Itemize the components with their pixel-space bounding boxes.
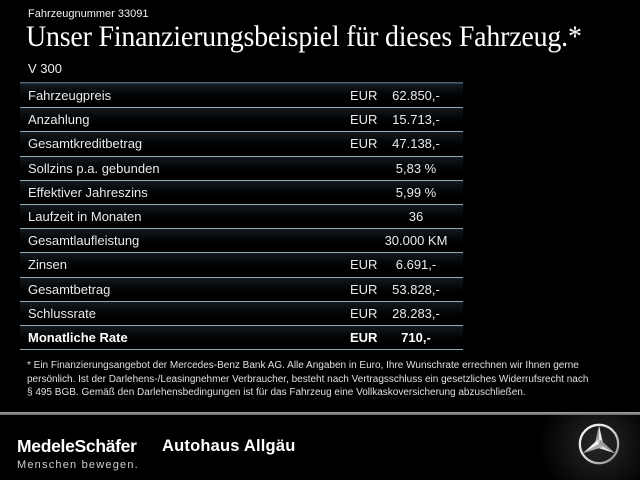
row-currency: EUR bbox=[350, 281, 378, 297]
mercedes-star-icon bbox=[578, 423, 620, 465]
row-value: 53.828,- bbox=[392, 281, 440, 297]
table-row: Anzahlung EUR 15.713,- bbox=[20, 108, 463, 133]
row-label: Schlussrate bbox=[28, 305, 96, 321]
dealer-slogan: Menschen bewegen. bbox=[17, 459, 139, 471]
financing-table: Fahrzeugpreis EUR 62.850,- Anzahlung EUR… bbox=[20, 84, 463, 351]
row-label: Gesamtlaufleistung bbox=[28, 233, 140, 249]
footnote-line: * Ein Finanzierungsangebot der Mercedes-… bbox=[27, 360, 579, 371]
row-label: Zinsen bbox=[28, 257, 68, 273]
row-currency: EUR bbox=[350, 88, 378, 104]
row-value: 5,83 % bbox=[395, 160, 437, 176]
row-label: Sollzins p.a. gebunden bbox=[28, 160, 160, 176]
table-row-monthly-rate: Monatliche Rate EUR 710,- bbox=[20, 325, 463, 351]
row-value: 6.691,- bbox=[395, 257, 437, 273]
footnote-line: persönlich. Ist der Darlehens-/Leasingne… bbox=[27, 373, 589, 385]
table-row: Sollzins p.a. gebunden 5,83 % bbox=[20, 156, 463, 181]
row-label: Effektiver Jahreszins bbox=[28, 184, 148, 200]
legal-footnote: * Ein Finanzierungsangebot der Mercedes-… bbox=[27, 359, 588, 400]
table-row: Gesamtlaufleistung 30.000 KM bbox=[20, 229, 463, 254]
row-currency: EUR bbox=[350, 329, 378, 345]
row-label: Monatliche Rate bbox=[28, 329, 128, 345]
table-row: Zinsen EUR 6.691,- bbox=[20, 253, 463, 278]
row-label: Gesamtbetrag bbox=[28, 281, 111, 297]
row-value: 30.000 KM bbox=[384, 233, 448, 249]
row-value: 710,- bbox=[401, 329, 431, 345]
row-currency: EUR bbox=[350, 136, 378, 152]
row-label: Laufzeit in Monaten bbox=[28, 209, 142, 225]
row-currency: EUR bbox=[350, 305, 378, 321]
vehicle-number: Fahrzeugnummer 33091 bbox=[28, 8, 149, 20]
table-row: Gesamtbetrag EUR 53.828,- bbox=[20, 277, 463, 302]
page-title: Unser Finanzierungsbeispiel für dieses F… bbox=[26, 20, 582, 53]
footer-bar bbox=[0, 415, 640, 480]
row-value: 28.283,- bbox=[392, 305, 440, 321]
row-value: 5,99 % bbox=[395, 184, 437, 200]
row-label: Fahrzeugpreis bbox=[28, 88, 112, 104]
row-label: Anzahlung bbox=[28, 112, 90, 128]
row-value: 62.850,- bbox=[392, 88, 440, 104]
row-value: 36 bbox=[408, 209, 424, 225]
row-currency: EUR bbox=[350, 257, 378, 273]
footer-divider bbox=[0, 412, 640, 415]
row-currency: EUR bbox=[350, 112, 378, 128]
dealer-name: Autohaus Allgäu bbox=[162, 437, 296, 455]
table-row: Schlussrate EUR 28.283,- bbox=[20, 301, 463, 326]
table-row: Laufzeit in Monaten 36 bbox=[20, 204, 463, 230]
row-label: Gesamtkreditbetrag bbox=[28, 136, 143, 152]
vehicle-model: V 300 bbox=[28, 61, 62, 76]
row-value: 15.713,- bbox=[392, 112, 440, 128]
dealer-logo: MedeleSchäfer bbox=[17, 436, 137, 456]
table-top-divider bbox=[20, 82, 463, 84]
table-row: Effektiver Jahreszins 5,99 % bbox=[20, 180, 463, 205]
table-row: Fahrzeugpreis EUR 62.850,- bbox=[20, 84, 463, 109]
table-row: Gesamtkreditbetrag EUR 47.138,- bbox=[20, 132, 463, 157]
row-value: 47.138,- bbox=[392, 136, 440, 152]
footnote-line: § 495 BGB. Gemäß den Darlehensbedingunge… bbox=[27, 387, 526, 399]
